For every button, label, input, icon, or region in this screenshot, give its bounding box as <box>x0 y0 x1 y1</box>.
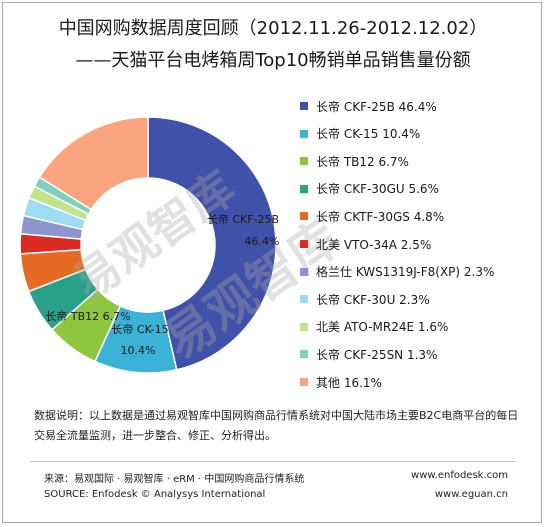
legend-swatch <box>300 322 308 331</box>
legend-item: 长帝 CKF-30GU 5.6% <box>300 179 439 199</box>
footer-source-en: SOURCE: Enfodesk © Analysys Internationa… <box>44 489 266 500</box>
legend-swatch <box>300 212 308 221</box>
slice-label-ckf25b-name: 长帝 CKF-25B <box>207 212 279 226</box>
legend-item: 格兰仕 KWS1319J-F8(XP) 2.3% <box>300 262 494 282</box>
footer-source-cn: 来源：易观国际 · 易观智库 · eRM · 中国网购商品行情系统 <box>44 474 305 485</box>
data-note: 数据说明：以上数据是通过易观智库中国网购商品行情系统对中国大陆市场主要B2C电商… <box>34 409 519 442</box>
legend-item: 北美 VTO-34A 2.5% <box>300 234 431 254</box>
footer-divider <box>30 461 516 462</box>
chart-title-line1: 中国网购数据周度回顾（2012.11.26-2012.12.02） <box>58 18 488 39</box>
slice-label-ckf25b-value: 46.4% <box>245 235 280 248</box>
legend-swatch <box>300 157 308 166</box>
footer-url-eguan: www.eguan.cn <box>434 489 508 500</box>
legend-label: 长帝 TB12 6.7% <box>316 154 409 169</box>
legend-label: 长帝 CKF-30U 2.3% <box>316 292 430 307</box>
chart-title-line2: ——天猫平台电烤箱周Top10畅销单品销售量份额 <box>75 50 471 71</box>
slice-label-ck15-value: 10.4% <box>121 344 156 357</box>
legend-swatch <box>300 295 308 304</box>
legend-label: 长帝 CKTF-30GS 4.8% <box>316 209 445 224</box>
legend-label: 长帝 CKF-25SN 1.3% <box>316 347 438 362</box>
legend-label: 长帝 CKF-30GU 5.6% <box>316 182 439 197</box>
legend-item: 长帝 CK-15 10.4% <box>300 124 420 144</box>
legend-item: 长帝 CKTF-30GS 4.8% <box>300 206 444 226</box>
legend-item: 其他 16.1% <box>300 372 382 392</box>
legend-label: 格兰仕 KWS1319J-F8(XP) 2.3% <box>316 265 495 280</box>
legend-swatch <box>300 350 308 359</box>
legend-swatch <box>300 102 308 110</box>
legend-label: 长帝 CKF-25B 46.4% <box>316 99 437 114</box>
legend-swatch <box>300 184 308 193</box>
legend-swatch <box>300 240 308 248</box>
legend-label: 北美 ATO-MR24E 1.6% <box>316 320 449 335</box>
footer-url-enfodesk: www.enfodesk.com <box>411 470 508 481</box>
donut-slice-0 <box>147 116 277 371</box>
legend-label: 北美 VTO-34A 2.5% <box>316 237 432 252</box>
legend-item: 长帝 CKF-30U 2.3% <box>300 289 430 309</box>
legend-item: 长帝 CKF-25B 46.4% <box>300 96 437 116</box>
legend-item: 长帝 TB12 6.7% <box>300 151 409 171</box>
legend-swatch <box>300 267 308 276</box>
donut-slice-10 <box>38 116 149 211</box>
slice-label-ck15-name: 长帝 CK-15 <box>111 322 168 336</box>
legend-item: 长帝 CKF-25SN 1.3% <box>300 344 437 364</box>
slice-label-tb12: 长帝 TB12 6.7% <box>45 309 130 323</box>
legend-label: 其他 16.1% <box>316 375 382 390</box>
legend-swatch <box>300 129 308 138</box>
legend-item: 北美 ATO-MR24E 1.6% <box>300 317 448 337</box>
legend-swatch <box>300 378 308 386</box>
legend-label: 长帝 CK-15 10.4% <box>316 127 421 142</box>
